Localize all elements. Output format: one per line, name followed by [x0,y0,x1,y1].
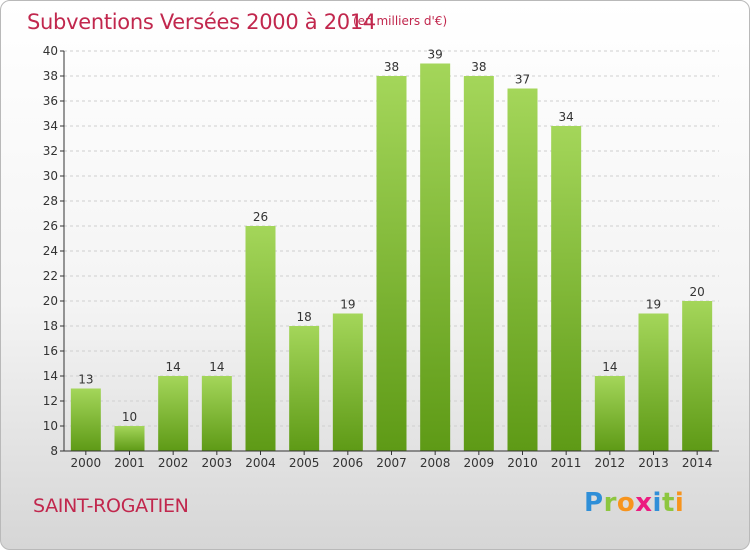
x-tick-label: 2011 [551,456,582,470]
bar-value-label: 19 [340,298,355,312]
y-tick-label: 18 [43,319,58,333]
y-tick-label: 8 [50,444,58,458]
bar [70,388,101,451]
bar-value-label: 18 [297,310,312,324]
y-tick-label: 28 [43,194,58,208]
x-tick-label: 2003 [202,456,233,470]
logo-letter: i [652,488,662,518]
y-tick-label: 14 [43,369,58,383]
x-tick-label: 2008 [420,456,451,470]
bar-value-label: 38 [384,60,399,74]
chart-unit: (en milliers d'€) [353,14,448,28]
y-tick-label: 34 [43,119,58,133]
commune-name: SAINT-ROGATIEN [33,495,189,517]
y-tick-label: 24 [43,244,58,258]
bar [376,76,407,451]
bar-value-label: 20 [690,285,705,299]
y-tick-label: 20 [43,294,58,308]
bar [638,313,669,451]
bar [551,126,582,451]
chart-title: Subventions Versées 2000 à 2014 [27,10,376,34]
bar [158,376,189,451]
bar-value-label: 14 [209,360,224,374]
x-tick-label: 2002 [158,456,189,470]
y-tick-label: 12 [43,394,58,408]
bar [289,326,320,451]
logo-letter: P [584,488,604,518]
bar-value-label: 14 [166,360,181,374]
bar [463,76,494,451]
x-tick-label: 2014 [682,456,713,470]
bar-value-label: 37 [515,73,530,87]
y-tick-label: 10 [43,419,58,433]
x-tick-label: 2009 [464,456,495,470]
bar-value-label: 38 [471,60,486,74]
bar-value-label: 14 [602,360,617,374]
x-tick-label: 2010 [507,456,538,470]
bar [594,376,625,451]
bar [420,63,451,451]
logo-letter: i [674,488,685,518]
bar-value-label: 13 [78,373,93,387]
x-tick-label: 2006 [333,456,364,470]
bar-value-label: 26 [253,210,268,224]
x-tick-label: 2012 [595,456,626,470]
bar [682,301,713,451]
x-tick-label: 2013 [638,456,669,470]
x-tick-label: 2007 [376,456,407,470]
y-tick-label: 30 [43,169,58,183]
proxiti-logo: Proxiti [584,488,684,518]
bar [114,426,145,451]
x-tick-label: 2000 [71,456,102,470]
bar [201,376,232,451]
y-tick-label: 22 [43,269,58,283]
y-tick-label: 16 [43,344,58,358]
bar-value-label: 19 [646,298,661,312]
y-tick-label: 40 [43,44,58,58]
bar [245,226,276,451]
y-tick-label: 32 [43,144,58,158]
logo-letter: r [603,488,617,518]
logo-letter: x [635,488,653,518]
x-tick-label: 2005 [289,456,320,470]
logo-letter: t [661,488,675,518]
bar [332,313,363,451]
y-tick-label: 36 [43,94,58,108]
logo-letter: o [616,488,636,518]
x-tick-label: 2004 [245,456,276,470]
y-tick-label: 38 [43,69,58,83]
bar-value-label: 10 [122,410,137,424]
bar [507,88,538,451]
bar-value-label: 34 [559,110,574,124]
y-tick-label: 26 [43,219,58,233]
x-tick-label: 2001 [114,456,145,470]
bar-value-label: 39 [428,48,443,62]
